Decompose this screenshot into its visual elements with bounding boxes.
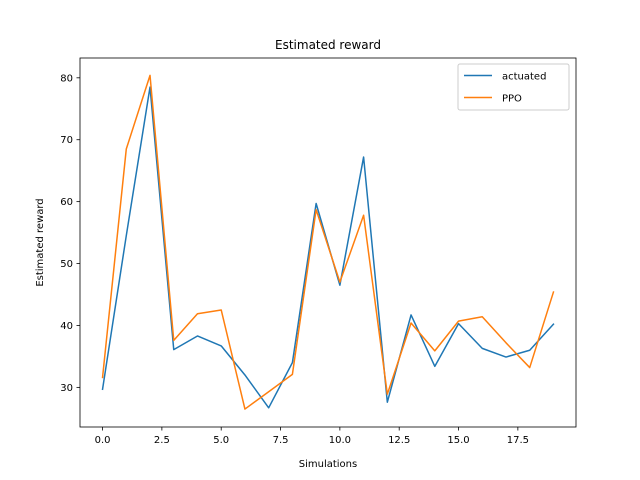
y-tick-label: 70 (60, 135, 73, 146)
x-tick-label: 12.5 (388, 435, 410, 446)
x-tick-label: 10.0 (329, 435, 351, 446)
legend-label-actuated: actuated (502, 72, 546, 83)
y-tick-label: 30 (60, 383, 73, 394)
y-axis-ticks: 30 40 50 60 70 80 (60, 73, 80, 394)
chart-title: Estimated reward (275, 38, 381, 52)
x-tick-label: 17.5 (507, 435, 529, 446)
y-tick-label: 40 (60, 321, 73, 332)
x-tick-label: 7.5 (273, 435, 289, 446)
y-axis-label: Estimated reward (35, 198, 46, 286)
series-line-ppo (101, 74, 555, 410)
x-tick-label: 15.0 (447, 435, 469, 446)
x-axis-ticks: 0.0 2.5 5.0 7.5 10.0 12.5 15.0 17.5 (95, 427, 529, 446)
y-tick-label: 80 (60, 73, 73, 84)
plot-area-frame (79, 57, 577, 428)
x-tick-label: 0.0 (95, 435, 111, 446)
x-tick-label: 2.5 (154, 435, 170, 446)
legend-label-ppo: PPO (502, 94, 522, 105)
y-tick-label: 50 (60, 259, 73, 270)
series-layer (101, 74, 555, 410)
x-tick-label: 5.0 (213, 435, 229, 446)
x-axis-label: Simulations (299, 459, 357, 470)
legend: actuated PPO (457, 63, 570, 111)
y-tick-label: 60 (60, 197, 73, 208)
